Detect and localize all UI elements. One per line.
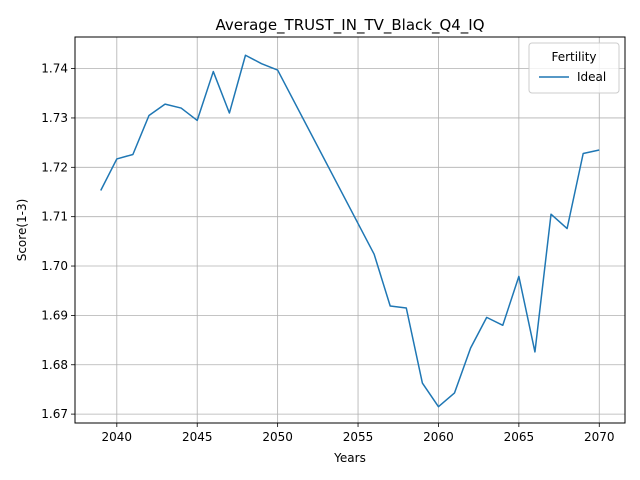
plot-area-frame	[74, 36, 626, 424]
legend-title: Fertility	[551, 50, 596, 64]
series-line-ideal	[100, 54, 600, 408]
x-axis-ticks: 2040 2045 2050 2055 2060 2065 2070	[102, 423, 615, 444]
legend-box	[528, 42, 620, 94]
legend-label-ideal: Ideal	[577, 70, 606, 84]
x-tick-label: 2060	[423, 430, 454, 444]
y-tick-label: 1.70	[41, 259, 68, 273]
x-axis-label: Years	[333, 451, 366, 465]
y-tick-label: 1.73	[41, 111, 68, 125]
x-tick-label: 2070	[584, 430, 615, 444]
y-tick-label: 1.69	[41, 308, 68, 322]
y-tick-label: 1.68	[41, 358, 68, 372]
y-tick-label: 1.67	[41, 407, 68, 421]
grid-lines	[75, 37, 625, 423]
y-tick-label: 1.74	[41, 62, 68, 76]
x-tick-label: 2050	[262, 430, 293, 444]
x-tick-label: 2055	[343, 430, 374, 444]
y-tick-label: 1.71	[41, 210, 68, 224]
x-tick-label: 2065	[504, 430, 535, 444]
chart-title: Average_TRUST_IN_TV_Black_Q4_IQ	[215, 16, 484, 35]
y-axis-label: Score(1-3)	[15, 199, 29, 262]
x-tick-label: 2045	[182, 430, 213, 444]
y-tick-label: 1.72	[41, 160, 68, 174]
series-group	[100, 54, 600, 408]
y-axis-ticks: 1.67 1.68 1.69 1.70 1.71 1.72 1.73 1.74	[41, 62, 75, 421]
legend: Fertility Ideal	[528, 42, 620, 94]
x-tick-label: 2040	[102, 430, 133, 444]
